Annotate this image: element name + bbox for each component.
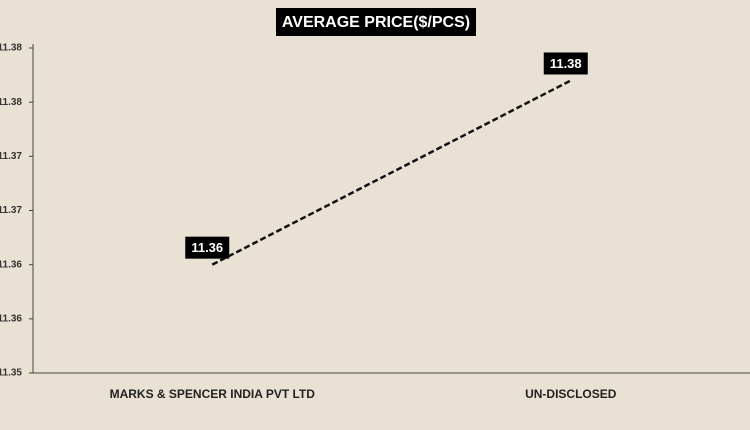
x-tick-label: UN-DISCLOSED <box>525 387 617 401</box>
data-label-box <box>185 236 230 259</box>
x-tick-label: MARKS & SPENCER INDIA PVT LTD <box>110 387 316 401</box>
y-tick-label: 11.36 <box>0 259 22 270</box>
y-tick-label: 11.38 <box>0 43 22 54</box>
data-label: 11.38 <box>550 56 582 71</box>
line <box>211 79 572 266</box>
y-tick-label: 11.37 <box>0 205 22 216</box>
data-label: 11.36 <box>191 240 223 255</box>
y-tick-label: 11.35 <box>0 368 22 379</box>
data-label-box <box>543 52 588 75</box>
y-tick-label: 11.38 <box>0 97 22 108</box>
chart-title: AVERAGE PRICE($/PCS) <box>282 14 470 31</box>
title-box <box>276 8 476 36</box>
y-tick-label: 11.37 <box>0 151 22 162</box>
y-tick-label: 11.36 <box>0 313 22 324</box>
